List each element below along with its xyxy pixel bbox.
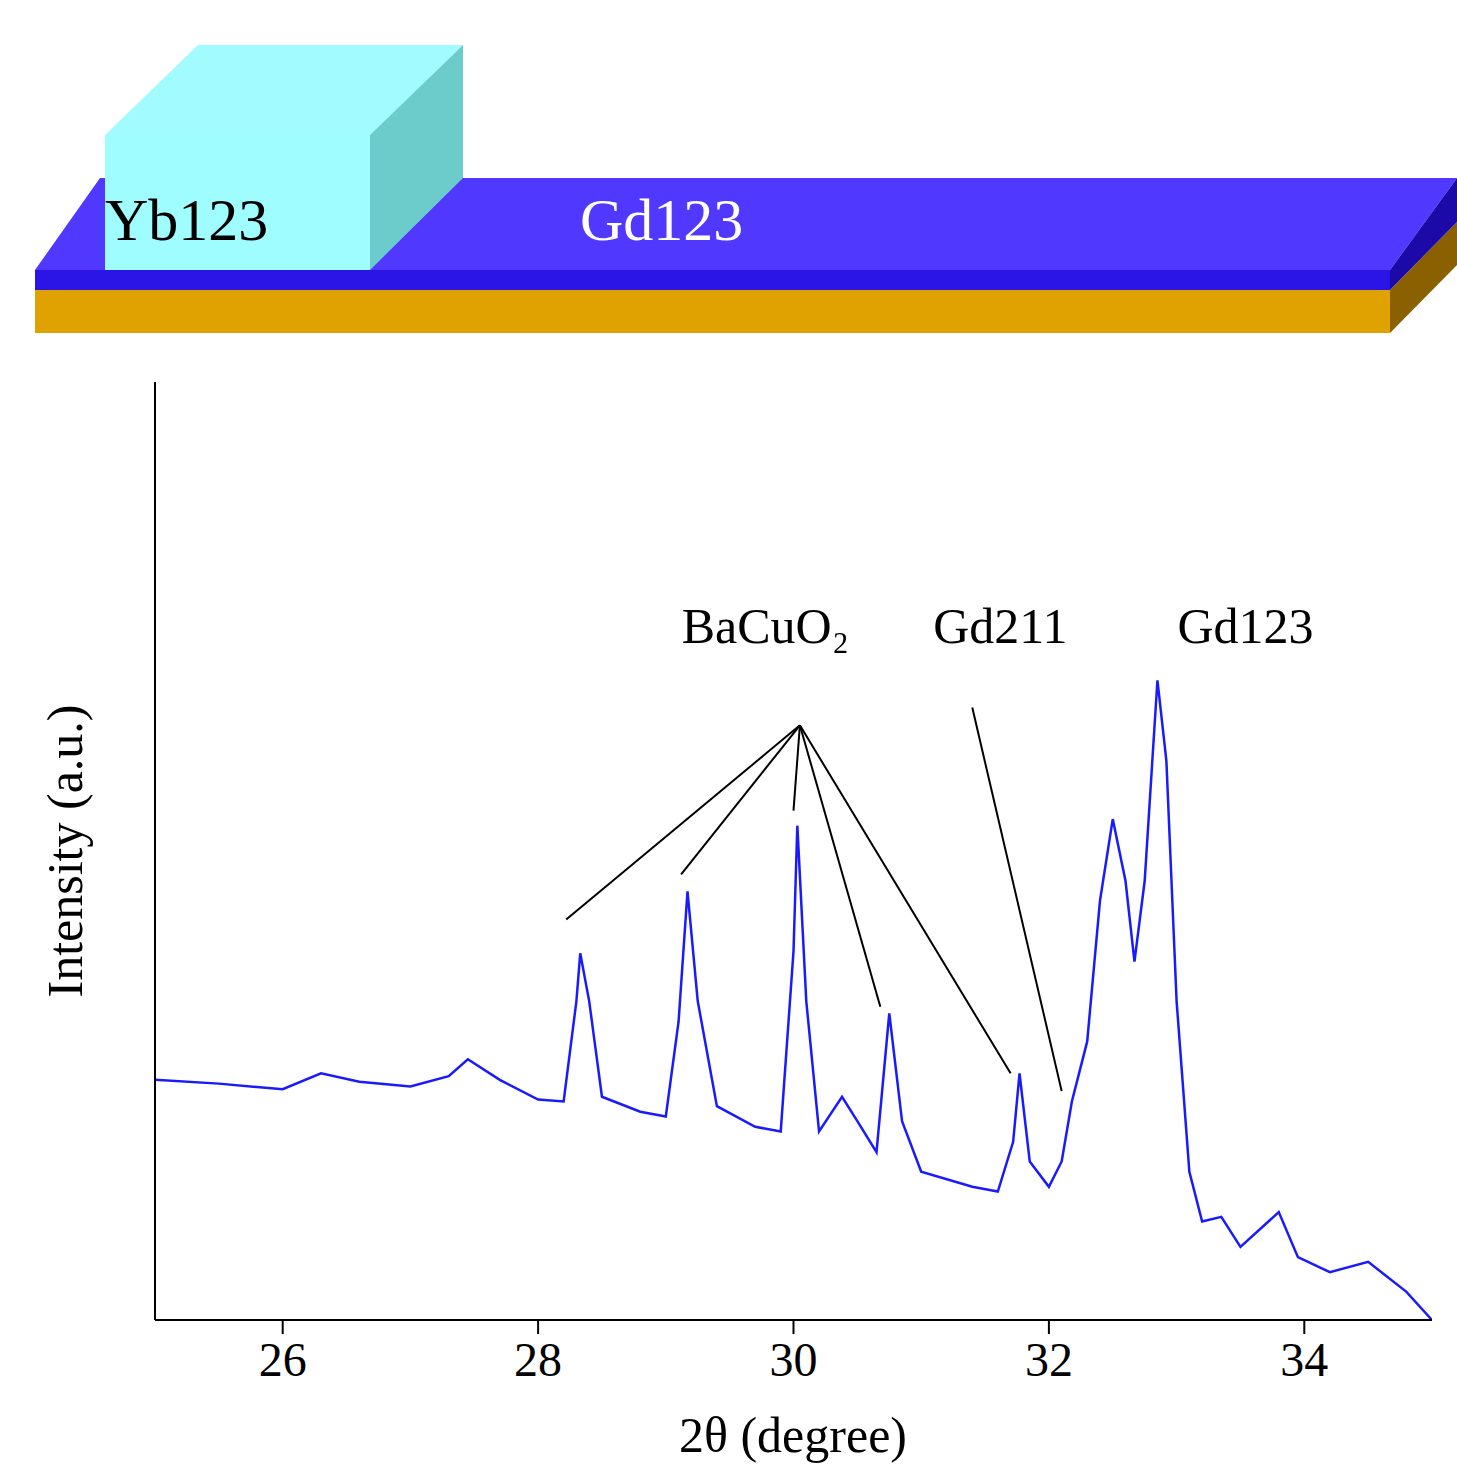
svg-text:Gd211: Gd211 (933, 598, 1067, 654)
svg-text:26: 26 (259, 1333, 307, 1386)
svg-text:2θ (degree): 2θ (degree) (679, 1407, 907, 1463)
svg-text:Gd123: Gd123 (1178, 598, 1314, 654)
svg-text:Yb123: Yb123 (105, 187, 268, 253)
svg-text:32: 32 (1025, 1333, 1073, 1386)
svg-text:28: 28 (514, 1333, 562, 1386)
svg-text:34: 34 (1280, 1333, 1328, 1386)
svg-text:30: 30 (770, 1333, 818, 1386)
svg-text:BaCuO₂: BaCuO₂ (682, 598, 849, 654)
svg-text:Gd123: Gd123 (580, 187, 743, 253)
svg-text:Intensity (a.u.): Intensity (a.u.) (37, 705, 93, 998)
